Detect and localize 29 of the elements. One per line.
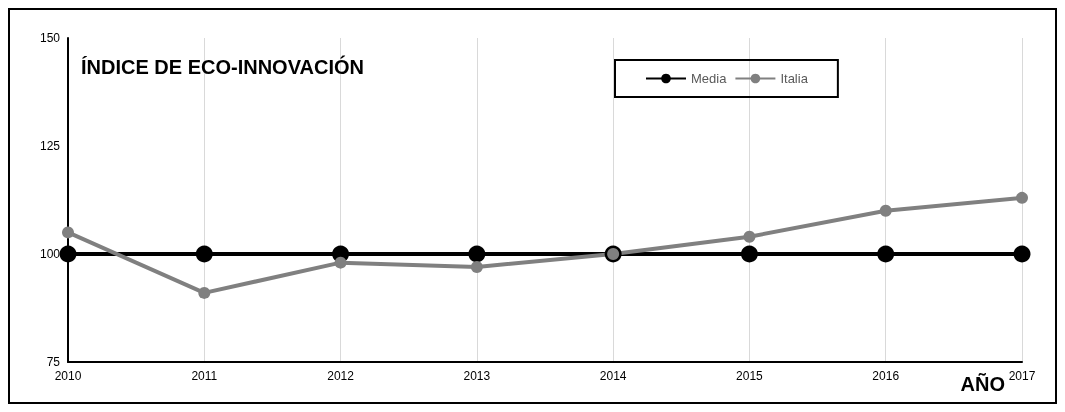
x-tick-label: 2011 bbox=[191, 369, 218, 383]
point bbox=[740, 245, 758, 263]
y-tick-label: 75 bbox=[46, 355, 61, 369]
point bbox=[334, 256, 347, 269]
point bbox=[1016, 191, 1028, 204]
point bbox=[195, 245, 213, 263]
point bbox=[879, 204, 892, 217]
point bbox=[470, 260, 483, 273]
x-tick-label: 2017 bbox=[1008, 369, 1036, 383]
point bbox=[59, 245, 77, 263]
y-tick-label: 125 bbox=[39, 139, 61, 153]
y-tick-label: 150 bbox=[39, 31, 61, 45]
point bbox=[877, 245, 895, 263]
y-tick-label: 100 bbox=[39, 247, 61, 261]
point bbox=[198, 286, 211, 299]
x-tick-label: 2012 bbox=[327, 369, 355, 383]
x-tick-label: 2015 bbox=[736, 369, 764, 383]
x-axis-title: AÑO bbox=[960, 373, 1006, 395]
x-tick-label: 2010 bbox=[54, 369, 82, 383]
legend-label: Media bbox=[691, 71, 728, 86]
point bbox=[743, 230, 756, 243]
point bbox=[468, 245, 486, 263]
text: ÍNDICE DE ECO-INNOVACIÓN bbox=[81, 55, 364, 78]
point bbox=[62, 226, 74, 239]
x-tick-label: 2013 bbox=[463, 369, 491, 383]
x-tick-label: 2014 bbox=[599, 369, 627, 383]
point bbox=[1013, 245, 1031, 263]
legend-label: Italia bbox=[780, 71, 809, 86]
x-tick-label: 2016 bbox=[872, 369, 900, 383]
